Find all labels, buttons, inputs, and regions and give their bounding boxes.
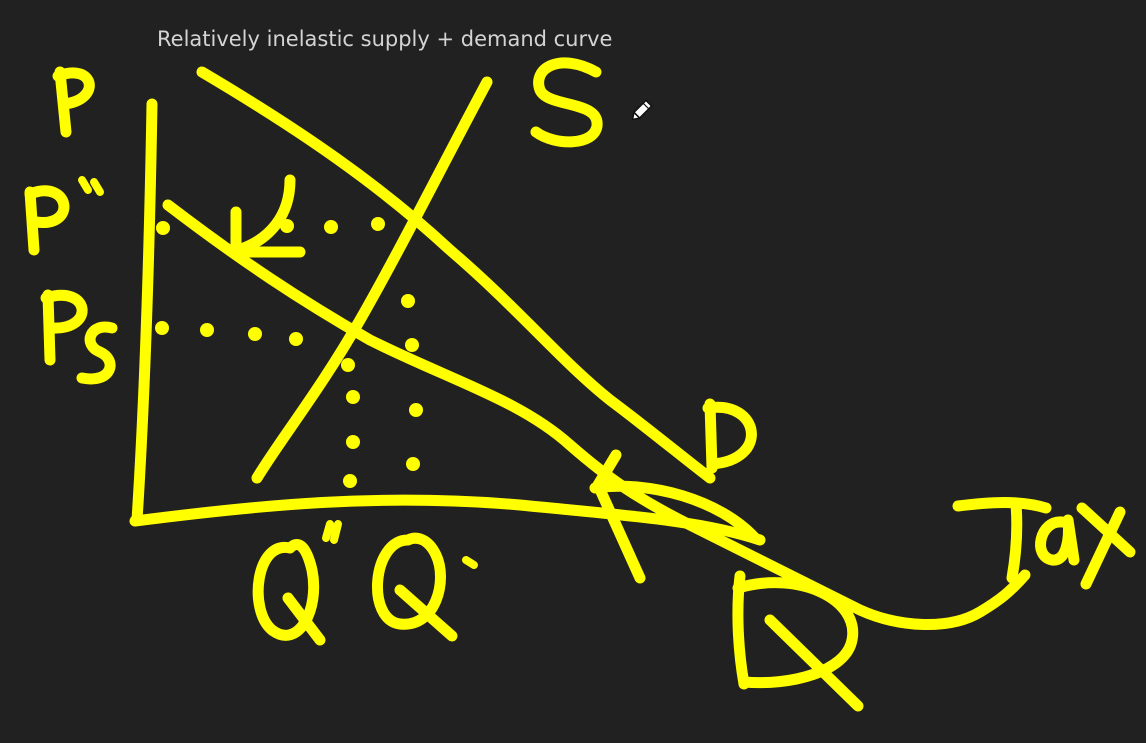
shift-arrow-bottom-curve xyxy=(589,480,761,544)
diagram-caption: Relatively inelastic supply + demand cur… xyxy=(157,27,613,51)
label-p xyxy=(52,66,95,138)
label-d-new xyxy=(732,570,864,712)
label-q-star xyxy=(252,520,342,646)
label-d xyxy=(702,398,757,474)
quantity-axis xyxy=(129,494,766,546)
shift-arrow-top-head xyxy=(230,206,306,258)
label-q xyxy=(372,532,478,642)
price-axis xyxy=(131,98,158,526)
dotted-guides xyxy=(155,217,423,488)
label-p-star xyxy=(24,176,104,256)
label-s xyxy=(530,57,603,148)
pen-cursor-icon xyxy=(631,99,653,121)
label-tax xyxy=(952,497,1136,590)
demand-curve xyxy=(196,66,716,484)
demand-after-tax-curve xyxy=(162,199,1031,630)
supply-curve xyxy=(251,76,493,484)
label-ps xyxy=(40,289,118,385)
shift-arrow-top xyxy=(232,174,296,256)
